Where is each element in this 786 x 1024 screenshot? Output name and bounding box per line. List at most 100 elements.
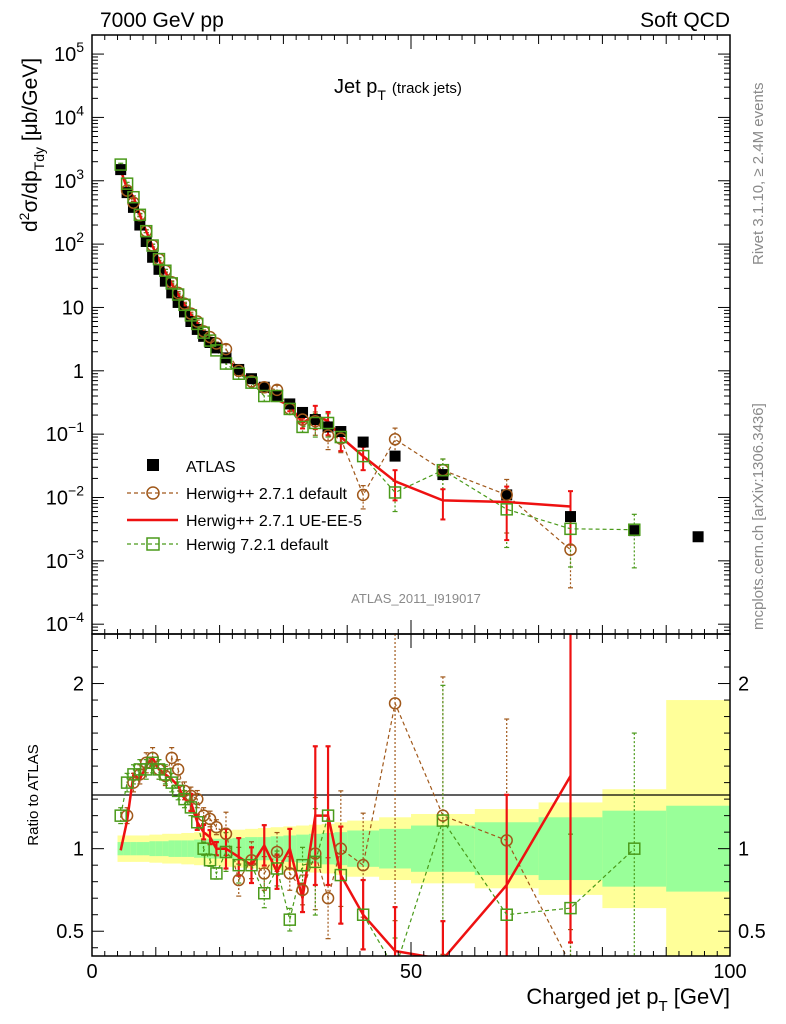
atlas-point (134, 219, 146, 231)
ratio-herwigpp-default-point (203, 812, 217, 826)
atlas-point (179, 306, 191, 318)
herwig7-point (500, 503, 513, 516)
herwig7-point (628, 523, 641, 536)
main-y-tick-label: 10−2 (46, 482, 84, 509)
x-tick-label: 100 (713, 961, 746, 983)
ratio-herwigpp-default-point (356, 858, 370, 872)
ratio-band-stat (123, 842, 131, 856)
herwigpp-default-point (564, 543, 577, 556)
ratio-herwigpp-default-point (219, 827, 233, 841)
atlas-point (166, 287, 178, 299)
ratio-herwigpp-default-point (258, 867, 271, 880)
ratio-herwig7-point (334, 868, 348, 882)
ratio-y-axis-label: Ratio to ATLAS (25, 744, 42, 845)
atlas-point (153, 263, 165, 275)
ratio-herwigpp-default-point (191, 792, 204, 806)
herwigpp-default-point (210, 337, 223, 350)
ratio-band-stat (136, 842, 144, 856)
herwig7-point (146, 239, 159, 252)
main-y-tick-label: 10−3 (46, 546, 84, 573)
atlas-point (389, 450, 401, 462)
legend-atlas-marker (147, 459, 159, 471)
main-y-tick-label: 10−1 (46, 419, 84, 446)
main-plot-marks (114, 158, 704, 589)
ratio-herwig7-point (270, 862, 284, 875)
ratio-herwigpp-default-point (565, 959, 576, 970)
herwig7-point (258, 389, 271, 403)
ratio-herwig7-point (309, 855, 322, 869)
legend-herwigpp-default-label: Herwig++ 2.7.1 default (186, 486, 348, 503)
header-energy-label: 7000 GeV pp (100, 9, 224, 32)
ratio-band-stat (143, 842, 150, 856)
ratio-herwig7-point (245, 858, 258, 872)
herwigpp-default-point (500, 488, 513, 502)
main-y-tick-label: 102 (54, 229, 84, 256)
herwig7-point (152, 252, 166, 266)
atlas-point (147, 251, 159, 263)
herwig7-point (309, 416, 322, 430)
herwig7-point (245, 376, 258, 389)
ratio-herwigpp-default-point (127, 776, 140, 789)
plot-title: Jet pT (track jets) (334, 76, 462, 103)
main-y-tick-label: 105 (54, 39, 84, 66)
ratio-herwig7-point (114, 809, 127, 822)
herwig7-point (219, 357, 233, 370)
ratio-herwig7-point (436, 814, 450, 827)
analysis-label: ATLAS_2011_I919017 (351, 591, 481, 606)
herwig7-point (120, 177, 134, 190)
ratio-y-tick-label-left: 0.5 (56, 921, 84, 943)
main-y-tick-label: 10−4 (46, 609, 84, 636)
ratio-herwigpp-default-point (197, 809, 210, 822)
ratio-band-stat (168, 840, 176, 857)
ratio-herwigpp-default-point (309, 847, 322, 860)
ratio-herwig7-point (258, 887, 271, 900)
ratio-herwig7-point (197, 842, 210, 855)
ratio-herwig7-point (210, 867, 223, 880)
ratio-herwigpp-default-point (283, 867, 297, 880)
ratio-band-stat (155, 841, 163, 857)
ratio-herwigpp-default-point (321, 891, 335, 905)
main-axes: 10−4 10−3 10−2 10−1 1 10 102 103 104 105 (46, 34, 731, 636)
herwig7-point (388, 486, 402, 499)
main-y-tick-label: 10 (62, 297, 84, 319)
ratio-herwig7-point (184, 801, 198, 814)
ratio-herwig7-point (321, 809, 335, 822)
ratio-plot-marks (114, 634, 641, 970)
ratio-herwig7-point (191, 815, 204, 829)
ratio-herwig7-point (500, 908, 513, 921)
ratio-herwig7-point (171, 784, 185, 798)
main-panel: 10−4 10−3 10−2 10−1 1 10 102 103 104 105 Jet pT (t… (16, 34, 731, 636)
ratio-herwigpp-default-point (120, 809, 134, 822)
herwig7-point (232, 367, 245, 380)
legend-atlas-label: ATLAS (186, 459, 236, 476)
ratio-herwig7-point (628, 842, 641, 855)
ratio-band-stat (411, 825, 476, 872)
atlas-point (692, 531, 704, 543)
atlas-point (322, 421, 334, 433)
main-y-axis-label: d2σ/dpTdy [μb/GeV] (16, 58, 47, 232)
ratio-herwigpp-default-point (334, 842, 348, 855)
herwig7-point (127, 190, 140, 204)
herwig7-point (197, 326, 210, 339)
herwig7-point (165, 277, 178, 290)
atlas-point (210, 342, 222, 354)
legend-herwig7-label: Herwig 7.2.1 default (186, 537, 329, 554)
herwig7-point (184, 309, 198, 322)
herwig7-point (159, 264, 172, 277)
ratio-band-stat (130, 842, 137, 856)
ratio-herwig7-point (203, 853, 217, 867)
herwigpp-default-point (388, 433, 402, 446)
ratio-herwig7-point (159, 768, 172, 781)
ratio-herwigpp-default-point (171, 763, 185, 776)
herwigpp-default-point (356, 488, 370, 502)
ratio-herwigpp-default-point (500, 834, 513, 847)
atlas-point (628, 525, 640, 537)
ratio-herwig7-point (133, 763, 147, 776)
ratio-herwig7-point (564, 901, 577, 915)
herwig7-point (436, 463, 450, 477)
ratio-band-stat (181, 840, 188, 857)
mcplots-label: mcplots.cern.ch [arXiv:1306.3436] (750, 403, 767, 630)
ratio-y-tick-label-right: 1 (738, 839, 749, 861)
ratio-herwig7-point (139, 763, 153, 776)
